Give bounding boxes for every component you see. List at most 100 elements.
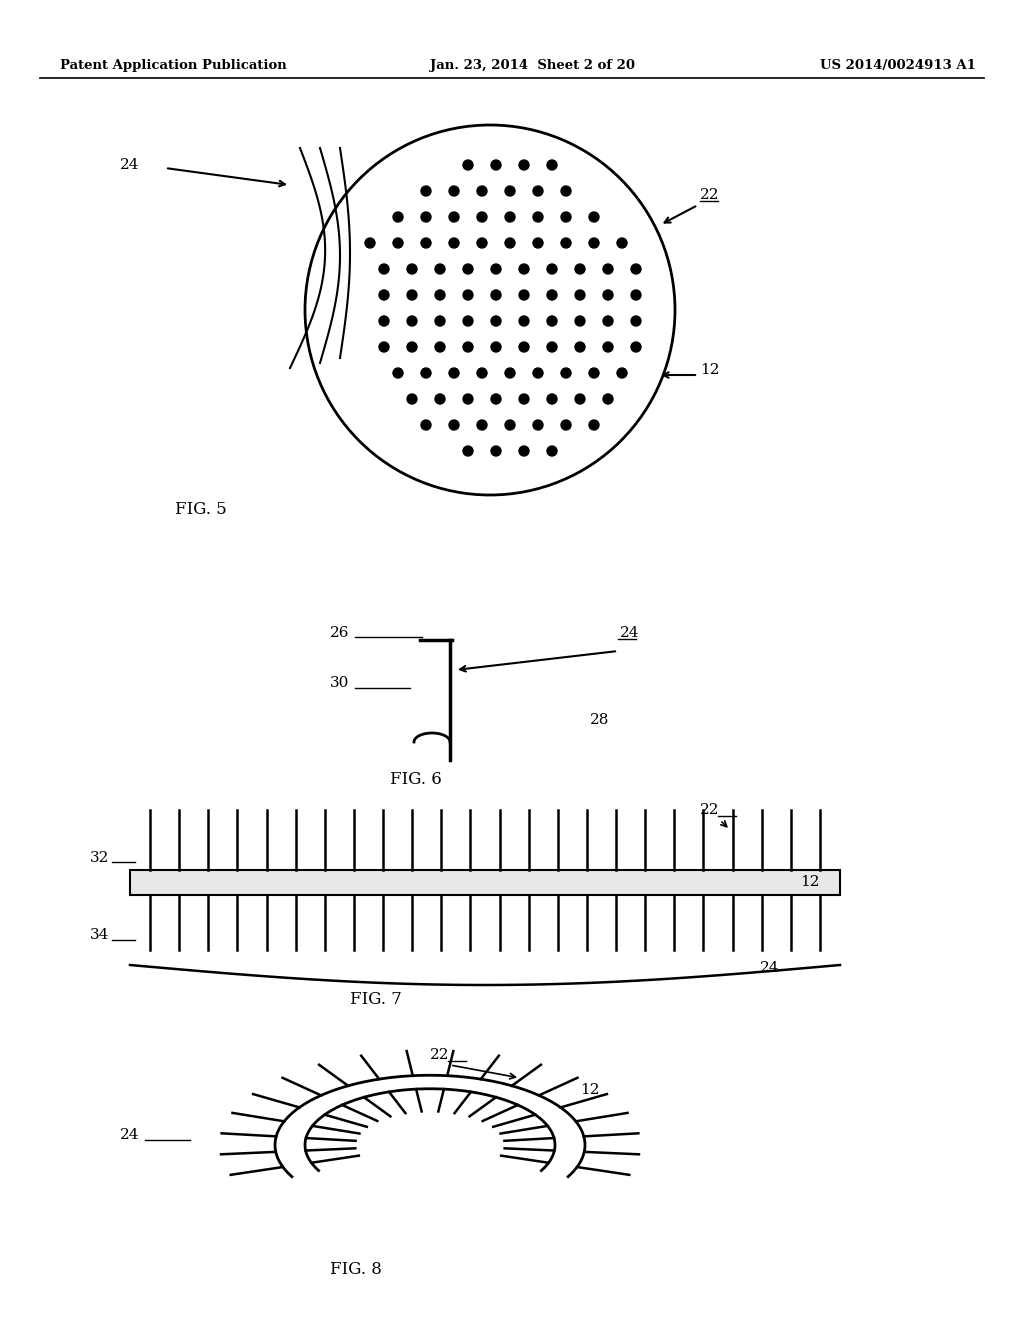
Circle shape — [519, 290, 529, 300]
Circle shape — [547, 160, 557, 170]
Text: 22: 22 — [700, 803, 720, 817]
Circle shape — [477, 213, 487, 222]
Circle shape — [505, 213, 515, 222]
Circle shape — [603, 315, 613, 326]
Circle shape — [534, 368, 543, 378]
Text: FIG. 7: FIG. 7 — [350, 991, 401, 1008]
Circle shape — [603, 264, 613, 275]
Circle shape — [421, 420, 431, 430]
Text: 22: 22 — [430, 1048, 450, 1063]
Text: 24: 24 — [760, 961, 779, 975]
Text: 12: 12 — [800, 875, 819, 888]
Circle shape — [561, 420, 571, 430]
Circle shape — [393, 368, 403, 378]
Circle shape — [505, 368, 515, 378]
Circle shape — [477, 368, 487, 378]
Circle shape — [603, 393, 613, 404]
Circle shape — [477, 186, 487, 195]
Circle shape — [421, 368, 431, 378]
Circle shape — [435, 315, 445, 326]
Bar — [130, 870, 840, 895]
Circle shape — [575, 342, 585, 352]
Circle shape — [449, 238, 459, 248]
Circle shape — [534, 186, 543, 195]
Circle shape — [519, 342, 529, 352]
Text: 26: 26 — [330, 626, 349, 640]
Circle shape — [631, 342, 641, 352]
Text: 12: 12 — [580, 1082, 599, 1097]
Circle shape — [449, 368, 459, 378]
Circle shape — [589, 238, 599, 248]
Circle shape — [407, 393, 417, 404]
Circle shape — [435, 264, 445, 275]
Text: FIG. 6: FIG. 6 — [390, 771, 441, 788]
Circle shape — [505, 238, 515, 248]
Circle shape — [617, 238, 627, 248]
Text: FIG. 8: FIG. 8 — [330, 1262, 382, 1279]
Circle shape — [561, 186, 571, 195]
Circle shape — [561, 368, 571, 378]
Circle shape — [589, 213, 599, 222]
Circle shape — [421, 186, 431, 195]
Circle shape — [463, 393, 473, 404]
Circle shape — [490, 342, 501, 352]
Text: Jan. 23, 2014  Sheet 2 of 20: Jan. 23, 2014 Sheet 2 of 20 — [430, 58, 635, 71]
Circle shape — [463, 342, 473, 352]
Circle shape — [505, 186, 515, 195]
Circle shape — [505, 420, 515, 430]
Text: 30: 30 — [330, 676, 349, 690]
Circle shape — [463, 290, 473, 300]
Circle shape — [463, 264, 473, 275]
Text: 24: 24 — [120, 158, 139, 172]
Text: 32: 32 — [90, 851, 110, 865]
Circle shape — [519, 446, 529, 455]
Circle shape — [393, 238, 403, 248]
Text: 34: 34 — [90, 928, 110, 942]
Circle shape — [534, 213, 543, 222]
Circle shape — [449, 213, 459, 222]
Circle shape — [519, 264, 529, 275]
Circle shape — [561, 238, 571, 248]
Circle shape — [589, 368, 599, 378]
Circle shape — [534, 238, 543, 248]
Circle shape — [421, 238, 431, 248]
Circle shape — [421, 213, 431, 222]
Circle shape — [393, 213, 403, 222]
Circle shape — [407, 342, 417, 352]
Circle shape — [547, 264, 557, 275]
Circle shape — [435, 393, 445, 404]
Text: Patent Application Publication: Patent Application Publication — [60, 58, 287, 71]
Circle shape — [547, 315, 557, 326]
Circle shape — [589, 420, 599, 430]
Circle shape — [490, 160, 501, 170]
Circle shape — [631, 290, 641, 300]
Text: 28: 28 — [590, 713, 609, 727]
Text: FIG. 5: FIG. 5 — [175, 502, 226, 519]
Circle shape — [617, 368, 627, 378]
Circle shape — [547, 290, 557, 300]
Circle shape — [490, 393, 501, 404]
Circle shape — [490, 290, 501, 300]
Circle shape — [631, 315, 641, 326]
Circle shape — [365, 238, 375, 248]
Circle shape — [561, 213, 571, 222]
Circle shape — [519, 393, 529, 404]
Circle shape — [379, 342, 389, 352]
Circle shape — [435, 290, 445, 300]
Circle shape — [575, 264, 585, 275]
Circle shape — [463, 160, 473, 170]
Circle shape — [490, 264, 501, 275]
Circle shape — [575, 290, 585, 300]
Text: US 2014/0024913 A1: US 2014/0024913 A1 — [820, 58, 976, 71]
Text: 12: 12 — [700, 363, 720, 378]
Circle shape — [449, 186, 459, 195]
Circle shape — [534, 420, 543, 430]
Circle shape — [407, 290, 417, 300]
Circle shape — [463, 446, 473, 455]
Circle shape — [575, 393, 585, 404]
Circle shape — [490, 446, 501, 455]
Circle shape — [407, 315, 417, 326]
Circle shape — [407, 264, 417, 275]
Circle shape — [547, 342, 557, 352]
Text: 22: 22 — [700, 187, 720, 202]
